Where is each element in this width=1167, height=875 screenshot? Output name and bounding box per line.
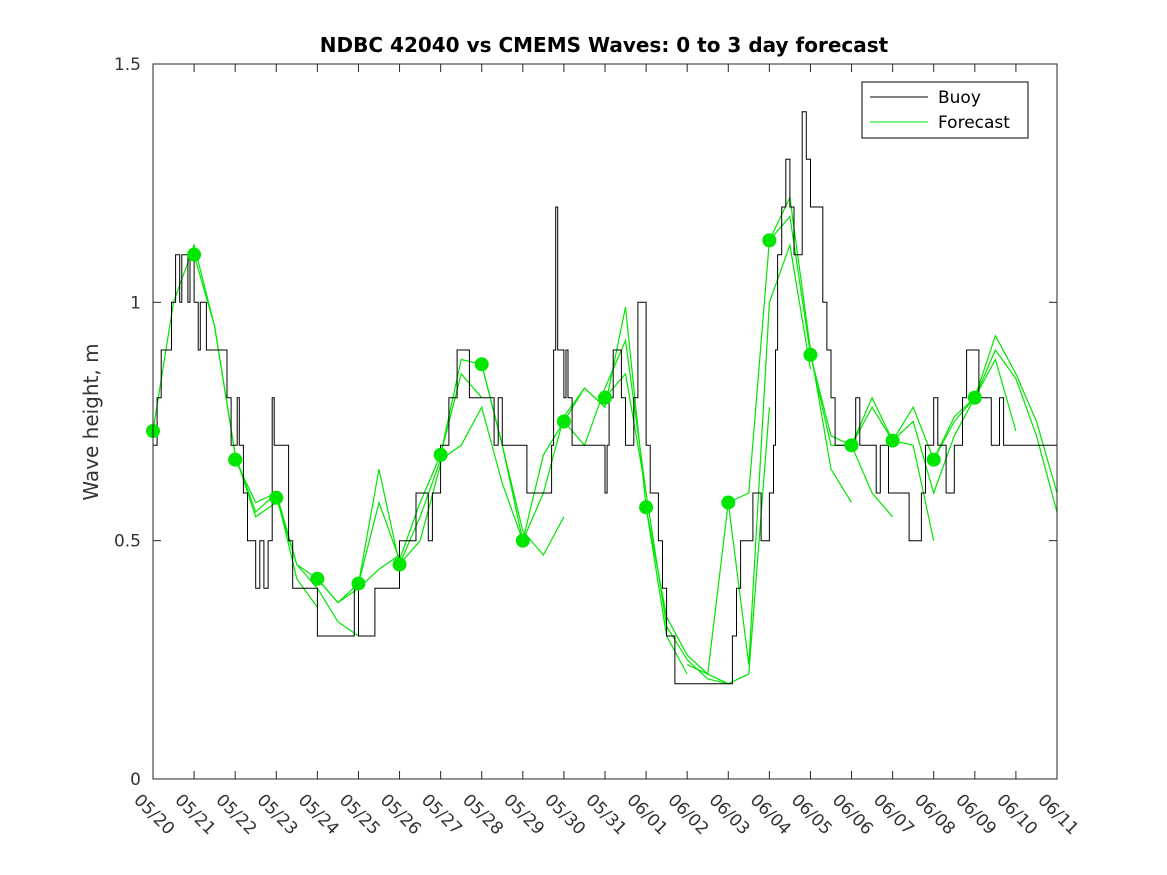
forecast-run-line-19 [933,334,1058,494]
x-tick-label: 05/23 [253,790,302,839]
forecast-marker-19 [967,390,982,405]
x-tick-label: 05/22 [212,790,261,839]
forecast-marker-16 [844,438,859,453]
legend-box [861,81,1029,139]
forecast-run-line-18 [892,357,1017,462]
legend-forecast-label: Forecast [938,113,1010,133]
forecast-marker-13 [721,495,736,510]
x-tick-label: 06/05 [787,790,836,839]
forecast-run-line-15 [768,215,894,518]
forecast-marker-4 [310,571,325,586]
x-tick-label: 06/11 [1033,790,1082,839]
x-tick-label: 05/24 [294,790,343,839]
y-tick-label: 0.5 [114,532,141,552]
forecast-marker-1 [187,247,202,262]
plot-area [153,64,1057,779]
x-tick-label: 06/03 [705,790,754,839]
legend: Buoy Forecast [861,81,1029,139]
buoy-line [153,111,1057,685]
x-tick-label: 05/30 [540,790,589,839]
x-tick-label: 06/06 [828,790,877,839]
forecast-marker-11 [598,390,612,405]
forecast-run-line-4 [316,464,442,604]
x-tick-label: 05/27 [417,790,466,839]
x-tick-label: 05/21 [171,790,220,839]
forecast-marker-3 [269,490,284,505]
forecast-run-line-5 [357,372,483,584]
forecast-marker-6 [392,557,407,572]
forecast-markers [146,233,982,591]
y-tick-label: 1 [130,293,141,313]
legend-buoy-label: Buoy [938,88,981,108]
forecast-marker-12 [639,500,654,515]
forecast-run-line-20 [974,348,1058,513]
forecast-marker-14 [762,233,777,248]
forecast-marker-8 [474,357,489,372]
y-axis-label: Wave height, m [79,343,103,500]
forecast-run-line-1 [193,254,318,608]
x-tick-label: 06/02 [664,790,713,839]
forecast-marker-7 [433,447,448,462]
forecast-run-line-16 [809,354,935,541]
forecast-marker-17 [885,433,900,448]
x-tick-label: 05/20 [129,790,178,839]
y-tick-label: 1.5 [114,55,141,75]
x-tick-label: 06/04 [746,790,795,839]
x-tick-label: 06/08 [910,790,959,839]
x-tick-label: 06/09 [951,790,1000,839]
forecast-run-line-13 [686,242,812,675]
forecast-marker-9 [515,533,530,548]
x-tick-label: 06/10 [992,790,1041,839]
forecast-marker-18 [926,452,941,467]
forecast-series [152,195,1058,685]
x-tick-label: 05/31 [581,790,630,839]
x-tick-label: 05/28 [458,790,507,839]
x-tick-label: 05/25 [335,790,384,839]
x-tick-label: 05/26 [376,790,425,839]
x-tick-label: 06/07 [869,790,918,839]
y-tick-label: 0 [130,770,141,790]
plot-background [153,64,1057,779]
buoy-series [153,111,1057,685]
x-tick-label: 05/29 [499,790,548,839]
forecast-run-line-6 [398,405,524,565]
chart-title: NDBC 42040 vs CMEMS Waves: 0 to 3 day fo… [320,33,889,57]
x-tick-label: 06/01 [623,790,672,839]
forecast-marker-2 [228,452,243,467]
forecast-marker-10 [556,414,571,429]
forecast-marker-15 [803,347,818,362]
forecast-run-line-17 [850,396,976,495]
forecast-marker-5 [351,576,366,591]
